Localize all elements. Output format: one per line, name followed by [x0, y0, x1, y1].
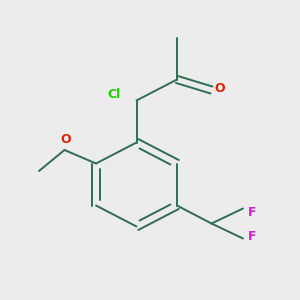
Text: F: F [248, 230, 256, 244]
Text: O: O [214, 82, 225, 95]
Text: O: O [61, 133, 71, 146]
Text: F: F [248, 206, 256, 220]
Text: Cl: Cl [107, 88, 121, 101]
